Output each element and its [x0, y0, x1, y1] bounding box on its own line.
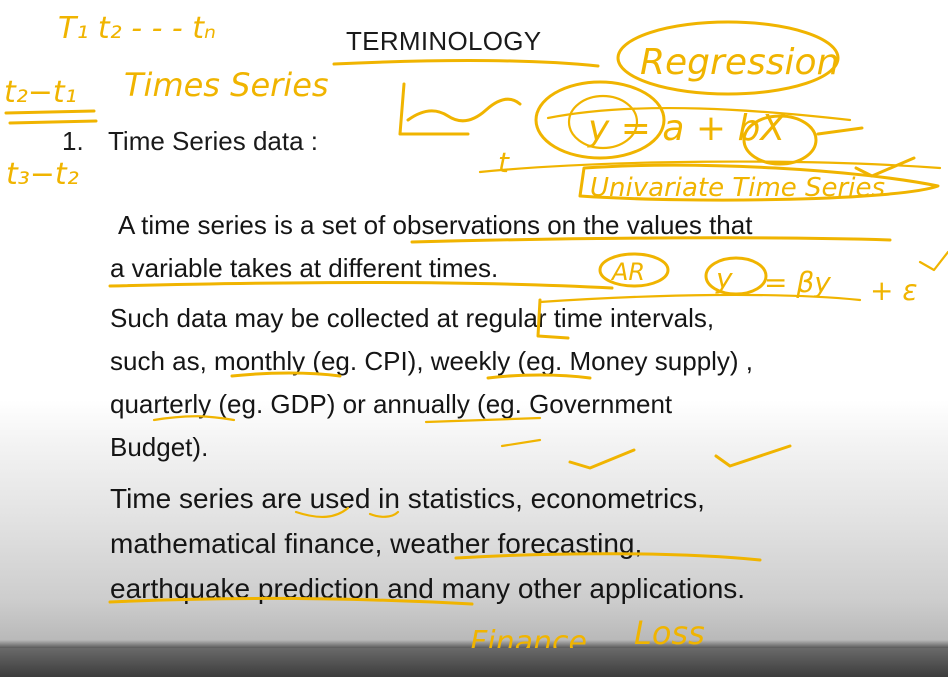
- ink-tick: [918, 250, 948, 272]
- slide-title: TERMINOLOGY: [346, 26, 542, 56]
- paragraph-line: earthquake prediction and many other app…: [110, 573, 746, 604]
- ink-arrow: [816, 126, 864, 136]
- applications-paragraph: Time series are used in statistics, econ…: [110, 476, 745, 611]
- ink-tick: [854, 156, 916, 178]
- ink-equation-loop: [546, 106, 852, 122]
- ink-regression-circle: [616, 20, 840, 96]
- ink-diff-1: t₂−t₁: [4, 75, 77, 110]
- paragraph-line: Such data may be collected at regular ti…: [110, 303, 715, 333]
- ink-time-sequence: T₁ t₂ - - - tₙ: [58, 11, 216, 46]
- paragraph-line: Time series are used in statistics, econ…: [110, 483, 705, 514]
- ink-epsilon: + ε: [870, 274, 918, 307]
- ink-x-circle: [742, 114, 818, 166]
- ink-diff-2: t₃−t₂: [6, 157, 79, 192]
- ink-y-circle: [534, 80, 666, 160]
- paragraph-line: Budget).: [110, 432, 209, 462]
- ink-underline: [4, 109, 96, 115]
- ink-loss: Loss: [634, 614, 705, 652]
- paragraph-line: mathematical finance, weather forecastin…: [110, 528, 643, 559]
- ink-axis: [398, 82, 470, 136]
- ink-regression: Regression: [640, 42, 839, 83]
- video-bottom-bar: [0, 648, 948, 677]
- section-heading: 1. Time Series data :: [62, 126, 318, 157]
- paragraph-line: A time series is a set of observations o…: [118, 210, 753, 240]
- section-number: 1.: [62, 126, 84, 156]
- ink-univariate: Univariate Time Series: [590, 173, 885, 203]
- paragraph-line: such as, monthly (eg. CPI), weekly (eg. …: [110, 346, 754, 376]
- ink-title-underline: [332, 59, 600, 68]
- ink-y-circle-inner: [567, 94, 639, 150]
- collection-paragraph: Such data may be collected at regular ti…: [110, 297, 753, 469]
- paragraph-line: quarterly (eg. GDP) or annually (eg. Gov…: [110, 389, 673, 419]
- section-heading-text: Time Series data :: [108, 126, 319, 156]
- ink-stroke: [478, 160, 942, 174]
- ink-underline: [8, 119, 98, 125]
- ink-ar-rhs: = βy: [764, 266, 831, 299]
- definition-paragraph: A time series is a set of observations o…: [110, 204, 752, 290]
- ink-times-series: Times Series: [124, 66, 329, 104]
- ink-equation: y = a + bX: [587, 108, 786, 149]
- ink-univariate-circle: [578, 163, 940, 202]
- ink-time-axis-label: t: [498, 146, 510, 179]
- ink-series-curve: [406, 97, 522, 123]
- paragraph-line: a variable takes at different times.: [110, 253, 499, 283]
